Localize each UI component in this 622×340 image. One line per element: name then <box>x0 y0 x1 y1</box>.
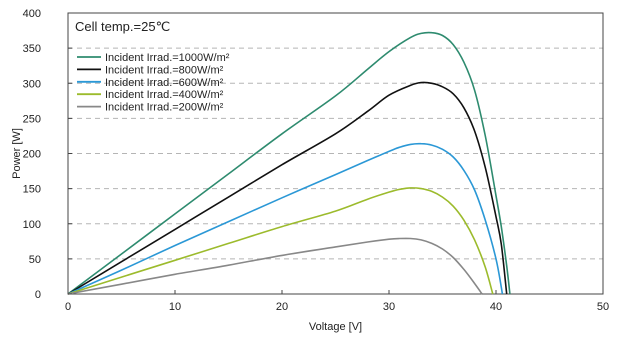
x-tick-label-1: 10 <box>169 301 181 313</box>
legend-label-3: Incident Irrad.=400W/m² <box>105 89 224 101</box>
legend-label-0: Incident Irrad.=1000W/m² <box>105 52 230 64</box>
series-line-2 <box>67 142 504 295</box>
x-tick-label-3: 30 <box>383 301 395 313</box>
legend-label-2: Incident Irrad.=600W/m² <box>105 77 224 89</box>
y-tick-label-4: 200 <box>23 149 41 161</box>
x-axis-title: Voltage [V] <box>309 321 362 333</box>
x-tick-label-0: 0 <box>65 301 71 313</box>
x-tick-label-4: 40 <box>490 301 502 313</box>
y-axis-title: Power [W] <box>11 128 23 179</box>
legend-label-4: Incident Irrad.=200W/m² <box>105 102 224 114</box>
y-tick-label-3: 150 <box>23 184 41 196</box>
series-line-3 <box>67 187 494 295</box>
series-line-0 <box>67 31 511 295</box>
y-tick-label-5: 250 <box>23 113 41 125</box>
y-tick-label-8: 400 <box>23 8 41 20</box>
x-tick-label-5: 50 <box>597 301 609 313</box>
series-line-1 <box>67 81 508 295</box>
grid-lines <box>68 47 603 260</box>
legend-label-1: Incident Irrad.=800W/m² <box>105 64 224 76</box>
y-tick-label-1: 50 <box>29 254 41 266</box>
y-tick-label-6: 300 <box>23 78 41 90</box>
y-tick-label-7: 350 <box>23 43 41 55</box>
cell-temperature-annotation: Cell temp.=25℃ <box>75 19 170 34</box>
tick-labels: 0 50 100 150 200 250 300 350 400 0 10 20 30 40 50 <box>23 8 609 313</box>
series-line-4 <box>67 237 483 295</box>
y-tick-label-0: 0 <box>35 289 41 301</box>
x-tick-label-2: 20 <box>276 301 288 313</box>
y-tick-label-2: 100 <box>23 219 41 231</box>
series-lines <box>67 31 511 295</box>
